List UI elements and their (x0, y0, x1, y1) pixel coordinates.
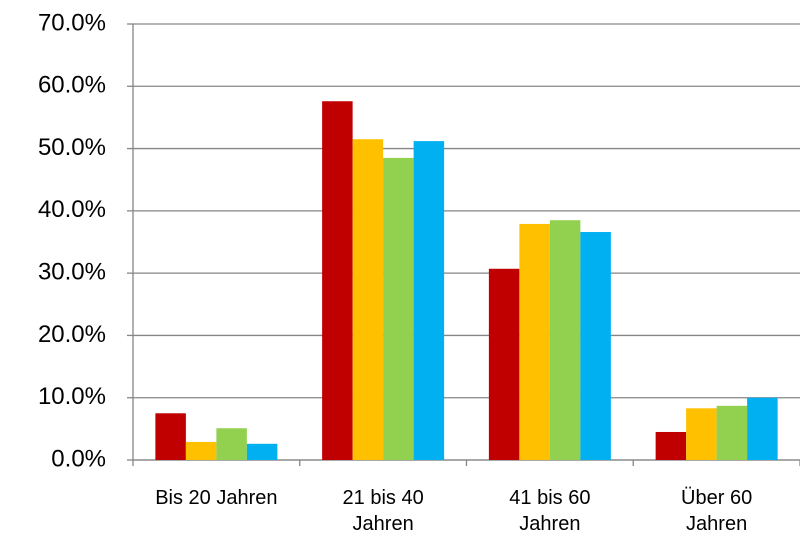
bar (519, 223, 550, 460)
bar (413, 141, 445, 460)
y-tick-label: 10.0% (38, 383, 106, 410)
bar (716, 405, 748, 460)
bar (686, 408, 717, 460)
bar (747, 397, 778, 460)
bar (155, 413, 186, 460)
y-tick-label: 40.0% (38, 196, 106, 223)
bar (383, 157, 414, 460)
x-tick-label: Bis 20 Jahren (155, 487, 278, 509)
bar (655, 431, 687, 460)
bar (216, 428, 247, 460)
x-tick-label: 41 bis 60 Jahren (509, 487, 591, 535)
x-tick-label: Über 60 Jahren (681, 487, 753, 535)
y-tick-label: 50.0% (38, 134, 106, 161)
bar (185, 441, 217, 460)
y-tick-label: 30.0% (38, 258, 106, 285)
bar (580, 232, 611, 460)
bar (322, 101, 353, 460)
bar (352, 139, 384, 460)
y-tick-label: 20.0% (38, 321, 106, 348)
bar (246, 443, 278, 460)
bar (549, 220, 581, 460)
y-tick-label: 0.0% (51, 445, 106, 472)
y-tick-label: 60.0% (38, 72, 106, 99)
bar (488, 268, 520, 460)
y-tick-label: 70.0% (38, 9, 106, 36)
x-tick-label: 21 bis 40 Jahren (342, 487, 424, 535)
